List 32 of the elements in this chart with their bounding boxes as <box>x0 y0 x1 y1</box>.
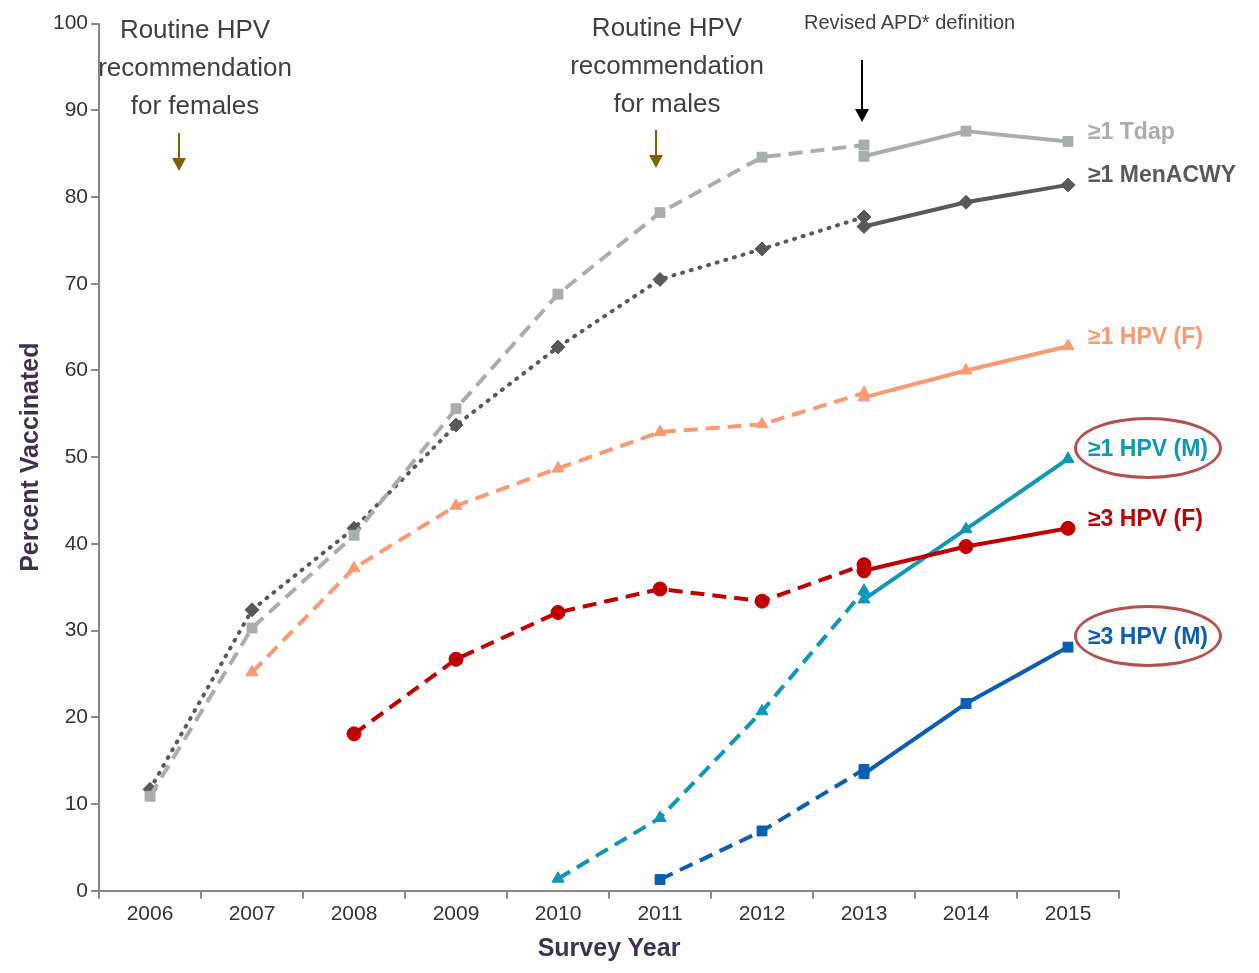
series-label: ≥3 HPV (F) <box>1088 504 1203 531</box>
annotation: Revised APD* definition <box>804 10 1016 34</box>
y-tick-label: 0 <box>76 877 89 901</box>
y-tick-label: 30 <box>64 617 89 641</box>
x-tick-label: 2009 <box>432 901 480 925</box>
y-axis-title: Percent Vaccinated <box>14 342 43 572</box>
y-tick-label: 40 <box>64 530 89 554</box>
y-tick-label: 10 <box>64 790 89 814</box>
y-tick-label: 50 <box>64 444 89 467</box>
x-tick-label: 2006 <box>126 901 174 925</box>
y-tick-label: 100 <box>52 10 89 34</box>
x-tick-label: 2013 <box>840 901 888 925</box>
x-tick-label: 2012 <box>738 901 786 925</box>
x-tick-label: 2008 <box>330 901 378 925</box>
x-tick-label: 2007 <box>228 901 276 925</box>
annotation: Routine HPV recommendation for females <box>98 14 292 120</box>
x-axis-title: Survey Year <box>537 932 681 961</box>
x-tick-label: 2011 <box>637 901 683 925</box>
y-tick-label: 60 <box>64 357 89 381</box>
series-label: ≥1 HPV (M) <box>1088 435 1208 462</box>
series-label: ≥3 HPV (M) <box>1088 623 1208 650</box>
series-label: ≥1 MenACWY <box>1088 161 1237 188</box>
y-tick-label: 80 <box>64 183 89 207</box>
series-label: ≥1 HPV (F) <box>1088 322 1203 349</box>
y-tick-label: 70 <box>64 270 89 294</box>
x-tick-label: 2015 <box>1044 901 1092 925</box>
series-label: ≥1 Tdap <box>1088 117 1175 144</box>
x-tick-label: 2010 <box>534 901 582 925</box>
x-tick-label: 2014 <box>942 901 990 925</box>
annotation: Routine HPV recommendation for males <box>569 11 765 120</box>
y-tick-label: 20 <box>64 704 89 728</box>
y-tick-label: 90 <box>64 97 89 121</box>
